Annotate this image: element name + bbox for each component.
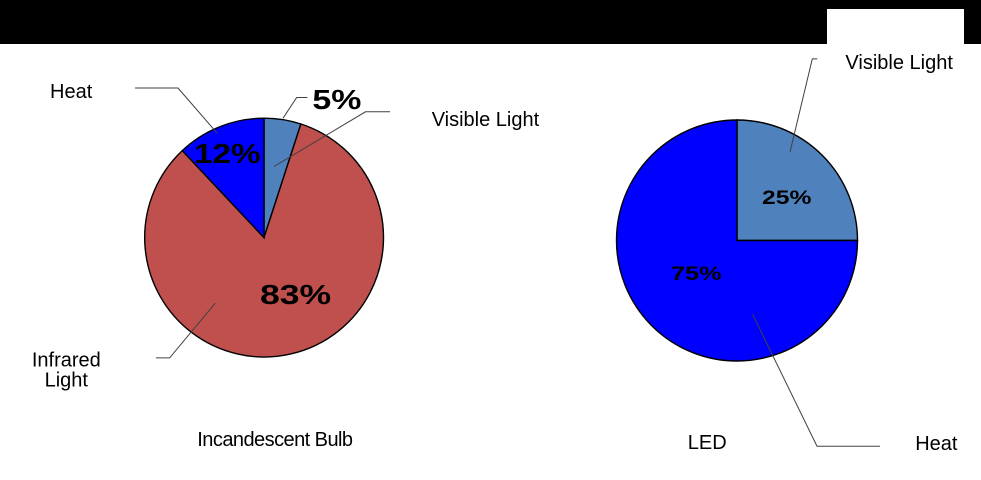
svg-text:Incandescent Bulb: Incandescent Bulb: [197, 429, 353, 451]
svg-text:12%: 12%: [194, 138, 261, 170]
svg-text:Infrared: Infrared: [32, 349, 101, 371]
svg-text:75%: 75%: [671, 263, 722, 284]
svg-text:Light: Light: [45, 369, 89, 391]
svg-text:Heat: Heat: [50, 81, 93, 103]
svg-text:Visible Light: Visible Light: [845, 52, 953, 74]
svg-text:5%: 5%: [312, 84, 361, 116]
svg-text:LED: LED: [688, 432, 727, 454]
svg-text:Visible Light: Visible Light: [432, 109, 540, 131]
svg-text:25%: 25%: [762, 187, 811, 209]
svg-text:Heat: Heat: [915, 433, 958, 455]
svg-text:83%: 83%: [260, 279, 331, 310]
